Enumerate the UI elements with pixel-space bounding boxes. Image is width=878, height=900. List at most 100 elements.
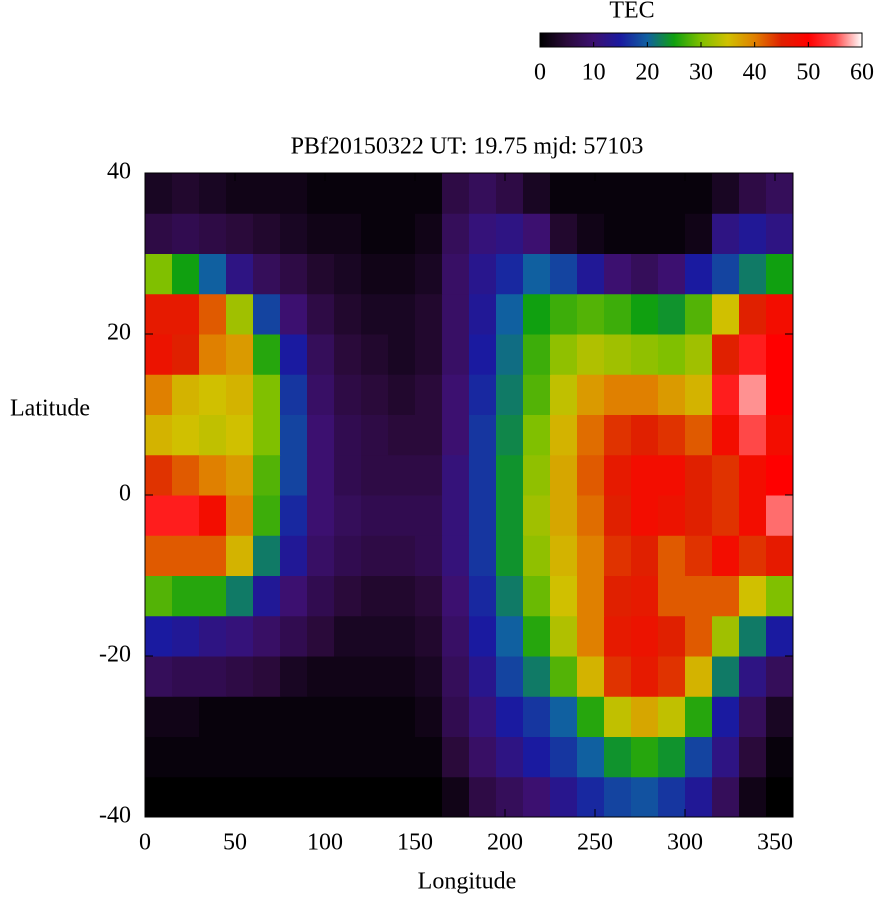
cell [361,454,389,496]
cell [631,454,659,496]
cell [577,374,605,415]
cell [415,696,443,737]
cell [469,293,497,335]
cell [712,535,740,576]
cell [523,334,551,375]
cell [145,173,173,214]
cell [712,374,740,415]
cell [577,253,605,295]
cell [226,656,254,697]
cell [739,293,767,335]
cell [199,374,227,415]
cell [496,495,524,536]
cell [334,656,362,697]
cell [550,736,578,778]
cell [550,615,578,657]
cell [631,213,659,254]
cell [361,656,389,697]
cell [523,535,551,576]
cell [361,414,389,456]
cell [226,696,254,737]
cell [307,334,335,375]
colorbar-tick-label: 40 [743,60,767,86]
y-tick-label: 40 [107,159,131,185]
cell [253,173,281,214]
cell [469,253,497,295]
cell [469,454,497,496]
cell [739,173,767,214]
cell [631,776,659,818]
cell [496,293,524,335]
cell [685,253,713,295]
cell [739,736,767,778]
cell [523,253,551,295]
cell [442,253,470,295]
x-tick-label: 300 [667,830,703,856]
cell [469,213,497,254]
cell [361,535,389,576]
cell [172,293,200,335]
cell [469,334,497,375]
cell [496,696,524,737]
cell [388,696,416,737]
cell [388,173,416,214]
cell [145,374,173,415]
cell [172,173,200,214]
cell [766,736,794,778]
cell [766,656,794,697]
x-tick-label: 50 [223,830,247,856]
cell [388,213,416,254]
cell [658,736,686,778]
cell [469,615,497,657]
cell [712,495,740,536]
cell [172,495,200,536]
cell [199,495,227,536]
cell [199,213,227,254]
cell [172,656,200,697]
cell [712,173,740,214]
cell [550,374,578,415]
cell [442,736,470,778]
cell [388,454,416,496]
cell [658,535,686,576]
cell [307,454,335,496]
cell [523,414,551,456]
cell [172,414,200,456]
cell [631,696,659,737]
cell [685,495,713,536]
cell [388,736,416,778]
cell [172,615,200,657]
cell [577,615,605,657]
cell [766,776,794,818]
cell [712,615,740,657]
cell [496,414,524,456]
cell [307,776,335,818]
cell [469,656,497,697]
cell [307,615,335,657]
cell [712,334,740,375]
cell [685,696,713,737]
cell [199,575,227,617]
cell [685,615,713,657]
cell [739,615,767,657]
cell [658,776,686,818]
cell [334,736,362,778]
cell [739,696,767,737]
cell [604,414,632,456]
cell [361,736,389,778]
cell [145,776,173,818]
cell [199,615,227,657]
y-tick-label: 0 [119,481,131,507]
cell [550,535,578,576]
cell [739,495,767,536]
cell [361,374,389,415]
cell [712,656,740,697]
cell [523,615,551,657]
cell [658,454,686,496]
cell [415,293,443,335]
cell [334,615,362,657]
cell [361,173,389,214]
cell [388,414,416,456]
cell [442,454,470,496]
